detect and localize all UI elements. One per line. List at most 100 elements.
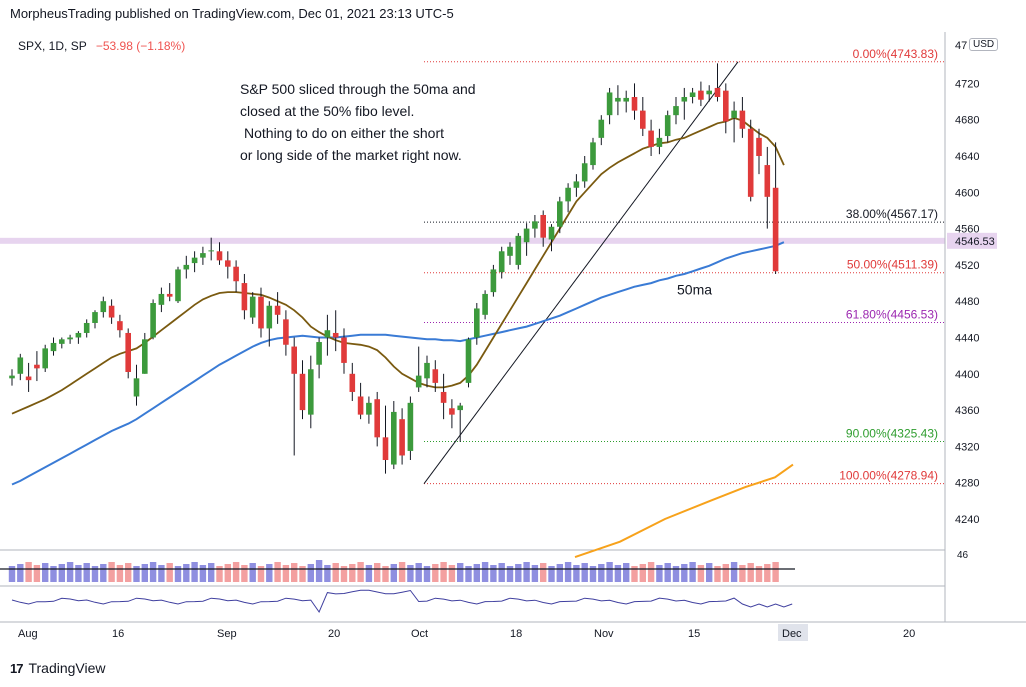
candle[interactable]	[615, 85, 621, 116]
candle[interactable]	[565, 183, 571, 213]
candle[interactable]	[656, 128, 663, 155]
candle[interactable]	[698, 81, 704, 107]
candle[interactable]	[324, 314, 331, 356]
candle[interactable]	[523, 223, 530, 256]
candle[interactable]	[166, 283, 173, 302]
candle[interactable]	[391, 401, 397, 470]
candle[interactable]	[233, 260, 239, 293]
candle[interactable]	[100, 296, 107, 318]
candle[interactable]	[158, 287, 165, 313]
candle[interactable]	[175, 266, 181, 304]
candle[interactable]	[283, 310, 289, 356]
candle[interactable]	[424, 355, 430, 388]
candle[interactable]	[191, 251, 198, 273]
candle[interactable]	[631, 83, 638, 120]
candle[interactable]	[731, 101, 737, 143]
candle[interactable]	[208, 237, 214, 261]
candle[interactable]	[598, 115, 605, 146]
candle[interactable]	[440, 373, 447, 420]
candle[interactable]	[557, 196, 563, 234]
volume-bar	[291, 563, 298, 582]
candle[interactable]	[291, 337, 297, 456]
candle[interactable]	[714, 63, 721, 102]
candle[interactable]	[590, 137, 596, 170]
candle[interactable]	[258, 287, 264, 338]
candle[interactable]	[366, 396, 372, 424]
candle[interactable]	[640, 97, 646, 137]
candle[interactable]	[150, 299, 156, 340]
candle[interactable]	[34, 351, 40, 382]
candle[interactable]	[308, 355, 314, 429]
candle[interactable]	[540, 210, 546, 247]
candle[interactable]	[50, 337, 57, 356]
candle[interactable]	[648, 119, 654, 156]
candle[interactable]	[17, 353, 24, 381]
candle[interactable]	[316, 337, 322, 379]
candle[interactable]	[498, 246, 505, 279]
candle[interactable]	[548, 224, 555, 252]
candle[interactable]	[415, 346, 422, 392]
candle[interactable]	[274, 292, 281, 324]
candle[interactable]	[673, 97, 679, 125]
candle[interactable]	[465, 337, 472, 388]
candle[interactable]	[42, 344, 48, 372]
candle[interactable]	[349, 362, 356, 402]
candle[interactable]	[374, 391, 380, 447]
candle[interactable]	[249, 292, 256, 324]
candle[interactable]	[764, 146, 771, 229]
candle[interactable]	[706, 85, 712, 102]
candle[interactable]	[382, 405, 389, 474]
candle[interactable]	[532, 214, 538, 238]
candle[interactable]	[225, 251, 231, 279]
candle[interactable]	[125, 328, 131, 379]
candle[interactable]	[59, 337, 65, 349]
candle[interactable]	[332, 310, 339, 352]
currency-button[interactable]: USD	[969, 38, 999, 51]
candle[interactable]	[9, 369, 15, 386]
candle[interactable]	[449, 399, 455, 429]
candle[interactable]	[133, 364, 140, 406]
candle[interactable]	[606, 87, 613, 125]
candle[interactable]	[739, 97, 746, 138]
candle[interactable]	[25, 362, 32, 392]
candle[interactable]	[341, 328, 347, 374]
candle[interactable]	[108, 299, 115, 324]
candle[interactable]	[457, 402, 463, 442]
volume-bar	[141, 564, 148, 582]
candle[interactable]	[490, 264, 497, 297]
candle[interactable]	[747, 119, 754, 202]
candle[interactable]	[482, 290, 488, 320]
candle[interactable]	[432, 360, 439, 392]
candle[interactable]	[474, 303, 480, 345]
candle[interactable]	[83, 319, 90, 338]
candle[interactable]	[664, 110, 671, 143]
candle[interactable]	[142, 332, 148, 374]
candle[interactable]	[623, 90, 629, 113]
candle[interactable]	[681, 87, 688, 120]
candle[interactable]	[266, 301, 273, 347]
symbol-legend[interactable]: SPX, 1D, SP −53.98 (−1.18%)	[18, 39, 185, 53]
candle[interactable]	[581, 156, 588, 188]
candle[interactable]	[772, 142, 779, 274]
candle[interactable]	[689, 87, 696, 104]
candle[interactable]	[117, 314, 123, 338]
tradingview-footer[interactable]: 17 TradingView	[10, 660, 106, 676]
candle[interactable]	[723, 83, 729, 134]
candle[interactable]	[67, 334, 73, 344]
candle[interactable]	[299, 360, 306, 420]
candle[interactable]	[92, 310, 98, 329]
candle[interactable]	[756, 128, 762, 175]
chart-annotation[interactable]: S&P 500 sliced through the 50ma and clos…	[240, 78, 476, 166]
candle[interactable]	[407, 396, 414, 461]
candle[interactable]	[200, 246, 206, 265]
candle[interactable]	[399, 408, 405, 465]
candle[interactable]	[515, 233, 522, 270]
candle[interactable]	[183, 255, 190, 279]
candle[interactable]	[75, 331, 82, 344]
candle[interactable]	[216, 242, 223, 265]
candle[interactable]	[241, 273, 248, 320]
candle[interactable]	[573, 174, 580, 197]
candle[interactable]	[357, 382, 364, 420]
candle[interactable]	[507, 242, 513, 265]
